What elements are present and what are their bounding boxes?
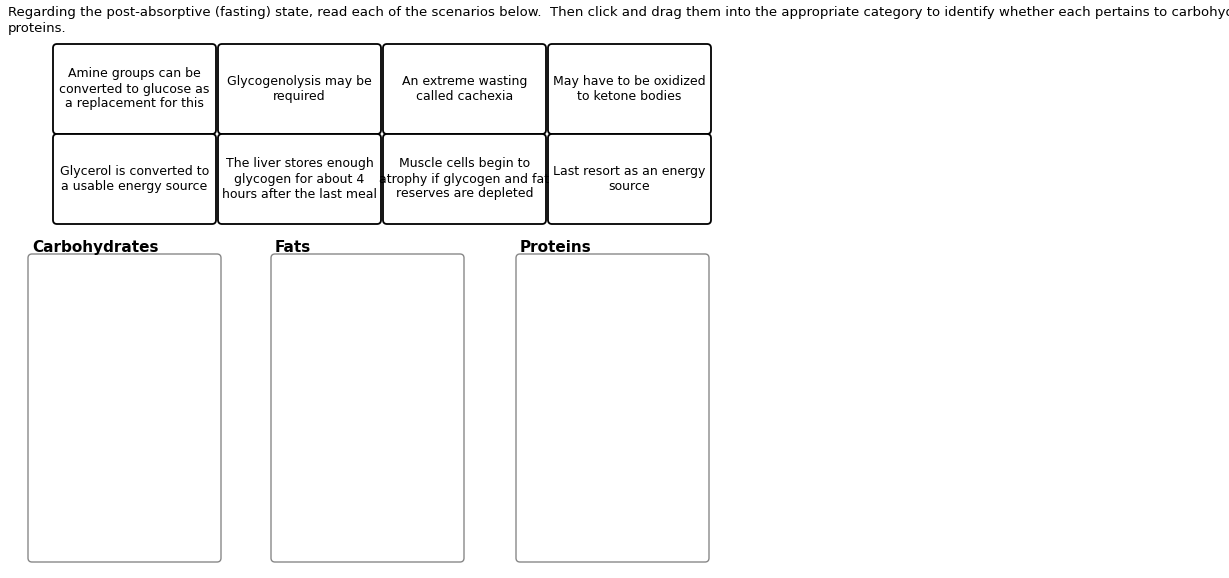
- FancyBboxPatch shape: [53, 44, 216, 134]
- Text: Carbohydrates: Carbohydrates: [32, 240, 159, 255]
- Text: Regarding the post-absorptive (fasting) state, read each of the scenarios below.: Regarding the post-absorptive (fasting) …: [9, 6, 1229, 19]
- FancyBboxPatch shape: [516, 254, 709, 562]
- FancyBboxPatch shape: [218, 44, 381, 134]
- FancyBboxPatch shape: [28, 254, 221, 562]
- FancyBboxPatch shape: [383, 134, 546, 224]
- Text: Last resort as an energy
source: Last resort as an energy source: [553, 165, 705, 193]
- Text: Fats: Fats: [275, 240, 311, 255]
- Text: Muscle cells begin to
atrophy if glycogen and fat
reserves are depleted: Muscle cells begin to atrophy if glycoge…: [380, 157, 549, 201]
- FancyBboxPatch shape: [53, 134, 216, 224]
- Text: An extreme wasting
called cachexia: An extreme wasting called cachexia: [402, 75, 527, 103]
- Text: The liver stores enough
glycogen for about 4
hours after the last meal: The liver stores enough glycogen for abo…: [222, 157, 377, 201]
- FancyBboxPatch shape: [548, 44, 712, 134]
- Text: Glycogenolysis may be
required: Glycogenolysis may be required: [227, 75, 372, 103]
- Text: May have to be oxidized
to ketone bodies: May have to be oxidized to ketone bodies: [553, 75, 705, 103]
- Text: proteins.: proteins.: [9, 22, 66, 35]
- FancyBboxPatch shape: [218, 134, 381, 224]
- FancyBboxPatch shape: [272, 254, 465, 562]
- Text: Amine groups can be
converted to glucose as
a replacement for this: Amine groups can be converted to glucose…: [59, 68, 210, 110]
- FancyBboxPatch shape: [548, 134, 712, 224]
- Text: Proteins: Proteins: [520, 240, 591, 255]
- Text: Glycerol is converted to
a usable energy source: Glycerol is converted to a usable energy…: [60, 165, 209, 193]
- FancyBboxPatch shape: [383, 44, 546, 134]
